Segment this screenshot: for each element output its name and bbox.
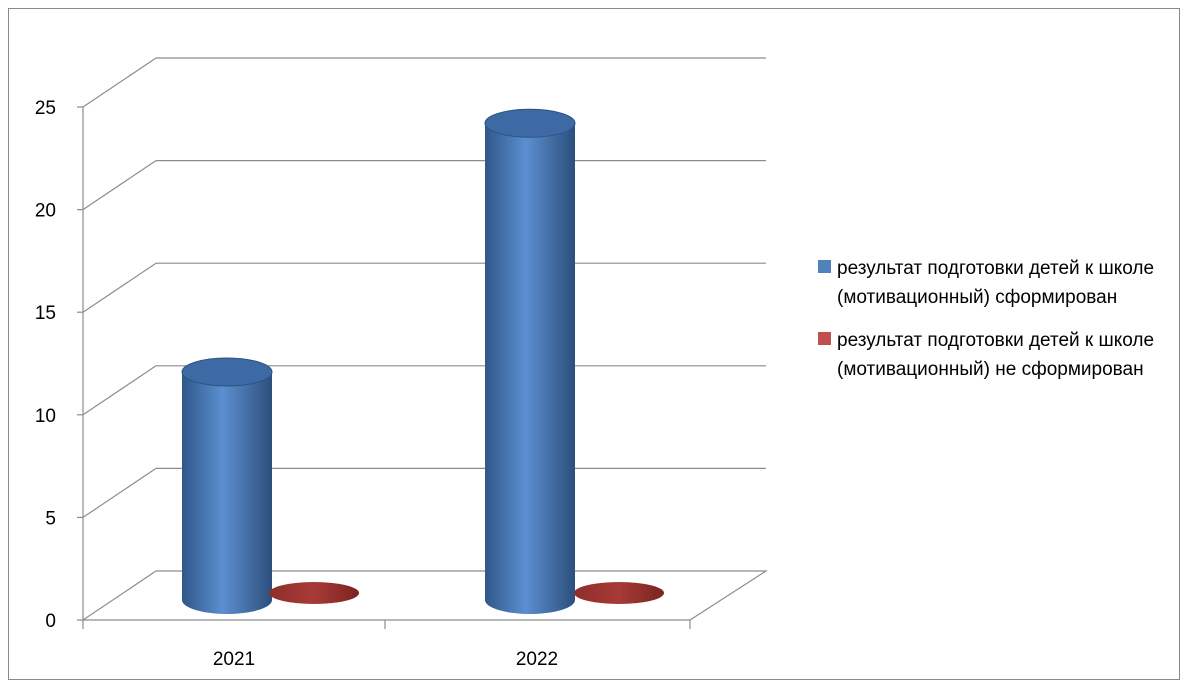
axis-layer (77, 106, 691, 629)
side-gridline-15 (82, 262, 157, 313)
y-tick-label-15: 15 (35, 303, 56, 324)
y-tick-label-25: 25 (35, 98, 56, 119)
bar-not-formed-2021 (269, 582, 359, 604)
x-tick-label-2021: 2021 (213, 649, 255, 670)
bar-formed-body-2021 (182, 372, 272, 614)
bar-formed-top-2021 (181, 357, 273, 387)
legend-label-not-formed: результат подготовки детей к школе (моти… (837, 330, 1155, 380)
bar-not-formed-2022 (574, 582, 664, 604)
legend-swatch-formed (818, 260, 831, 273)
y-tick-label-10: 10 (35, 406, 56, 427)
x-tick-label-2022: 2022 (516, 649, 558, 670)
bar-formed-body-2022 (485, 123, 575, 614)
legend-label-formed: результат подготовки детей к школе (моти… (837, 258, 1155, 308)
bar-layer (181, 108, 664, 614)
legend: результат подготовки детей к школе (моти… (818, 254, 1178, 398)
label-layer: 0 5 10 15 20 25 2021 2022 (35, 98, 558, 670)
y-tick-label-20: 20 (35, 201, 56, 222)
bar-not-formed-top-2022 (574, 582, 664, 604)
bar-formed-2021 (181, 357, 273, 614)
legend-item-formed: результат подготовки детей к школе (моти… (818, 254, 1178, 312)
bar-not-formed-top-2021 (269, 582, 359, 604)
side-gridline-10 (82, 365, 157, 416)
floor (81, 570, 769, 621)
bar-formed-top-2022 (484, 108, 576, 138)
legend-item-not-formed: результат подготовки детей к школе (моти… (818, 326, 1178, 384)
y-tick-label-5: 5 (45, 508, 56, 529)
bar-formed-2022 (484, 108, 576, 614)
side-gridline-5 (82, 467, 157, 518)
side-gridline-20 (82, 160, 157, 211)
y-tick-label-0: 0 (45, 611, 56, 632)
side-gridline-25 (82, 57, 157, 108)
legend-swatch-not-formed (818, 332, 831, 345)
